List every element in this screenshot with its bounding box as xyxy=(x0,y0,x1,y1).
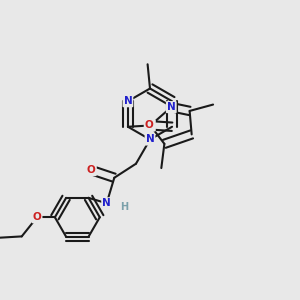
Text: N: N xyxy=(102,198,111,208)
Text: O: O xyxy=(33,212,41,222)
Text: N: N xyxy=(167,102,176,112)
Text: N: N xyxy=(124,96,132,106)
Text: O: O xyxy=(87,165,96,175)
Text: N: N xyxy=(146,134,154,145)
Text: O: O xyxy=(145,120,154,130)
Text: N: N xyxy=(146,121,155,130)
Text: H: H xyxy=(120,202,129,212)
